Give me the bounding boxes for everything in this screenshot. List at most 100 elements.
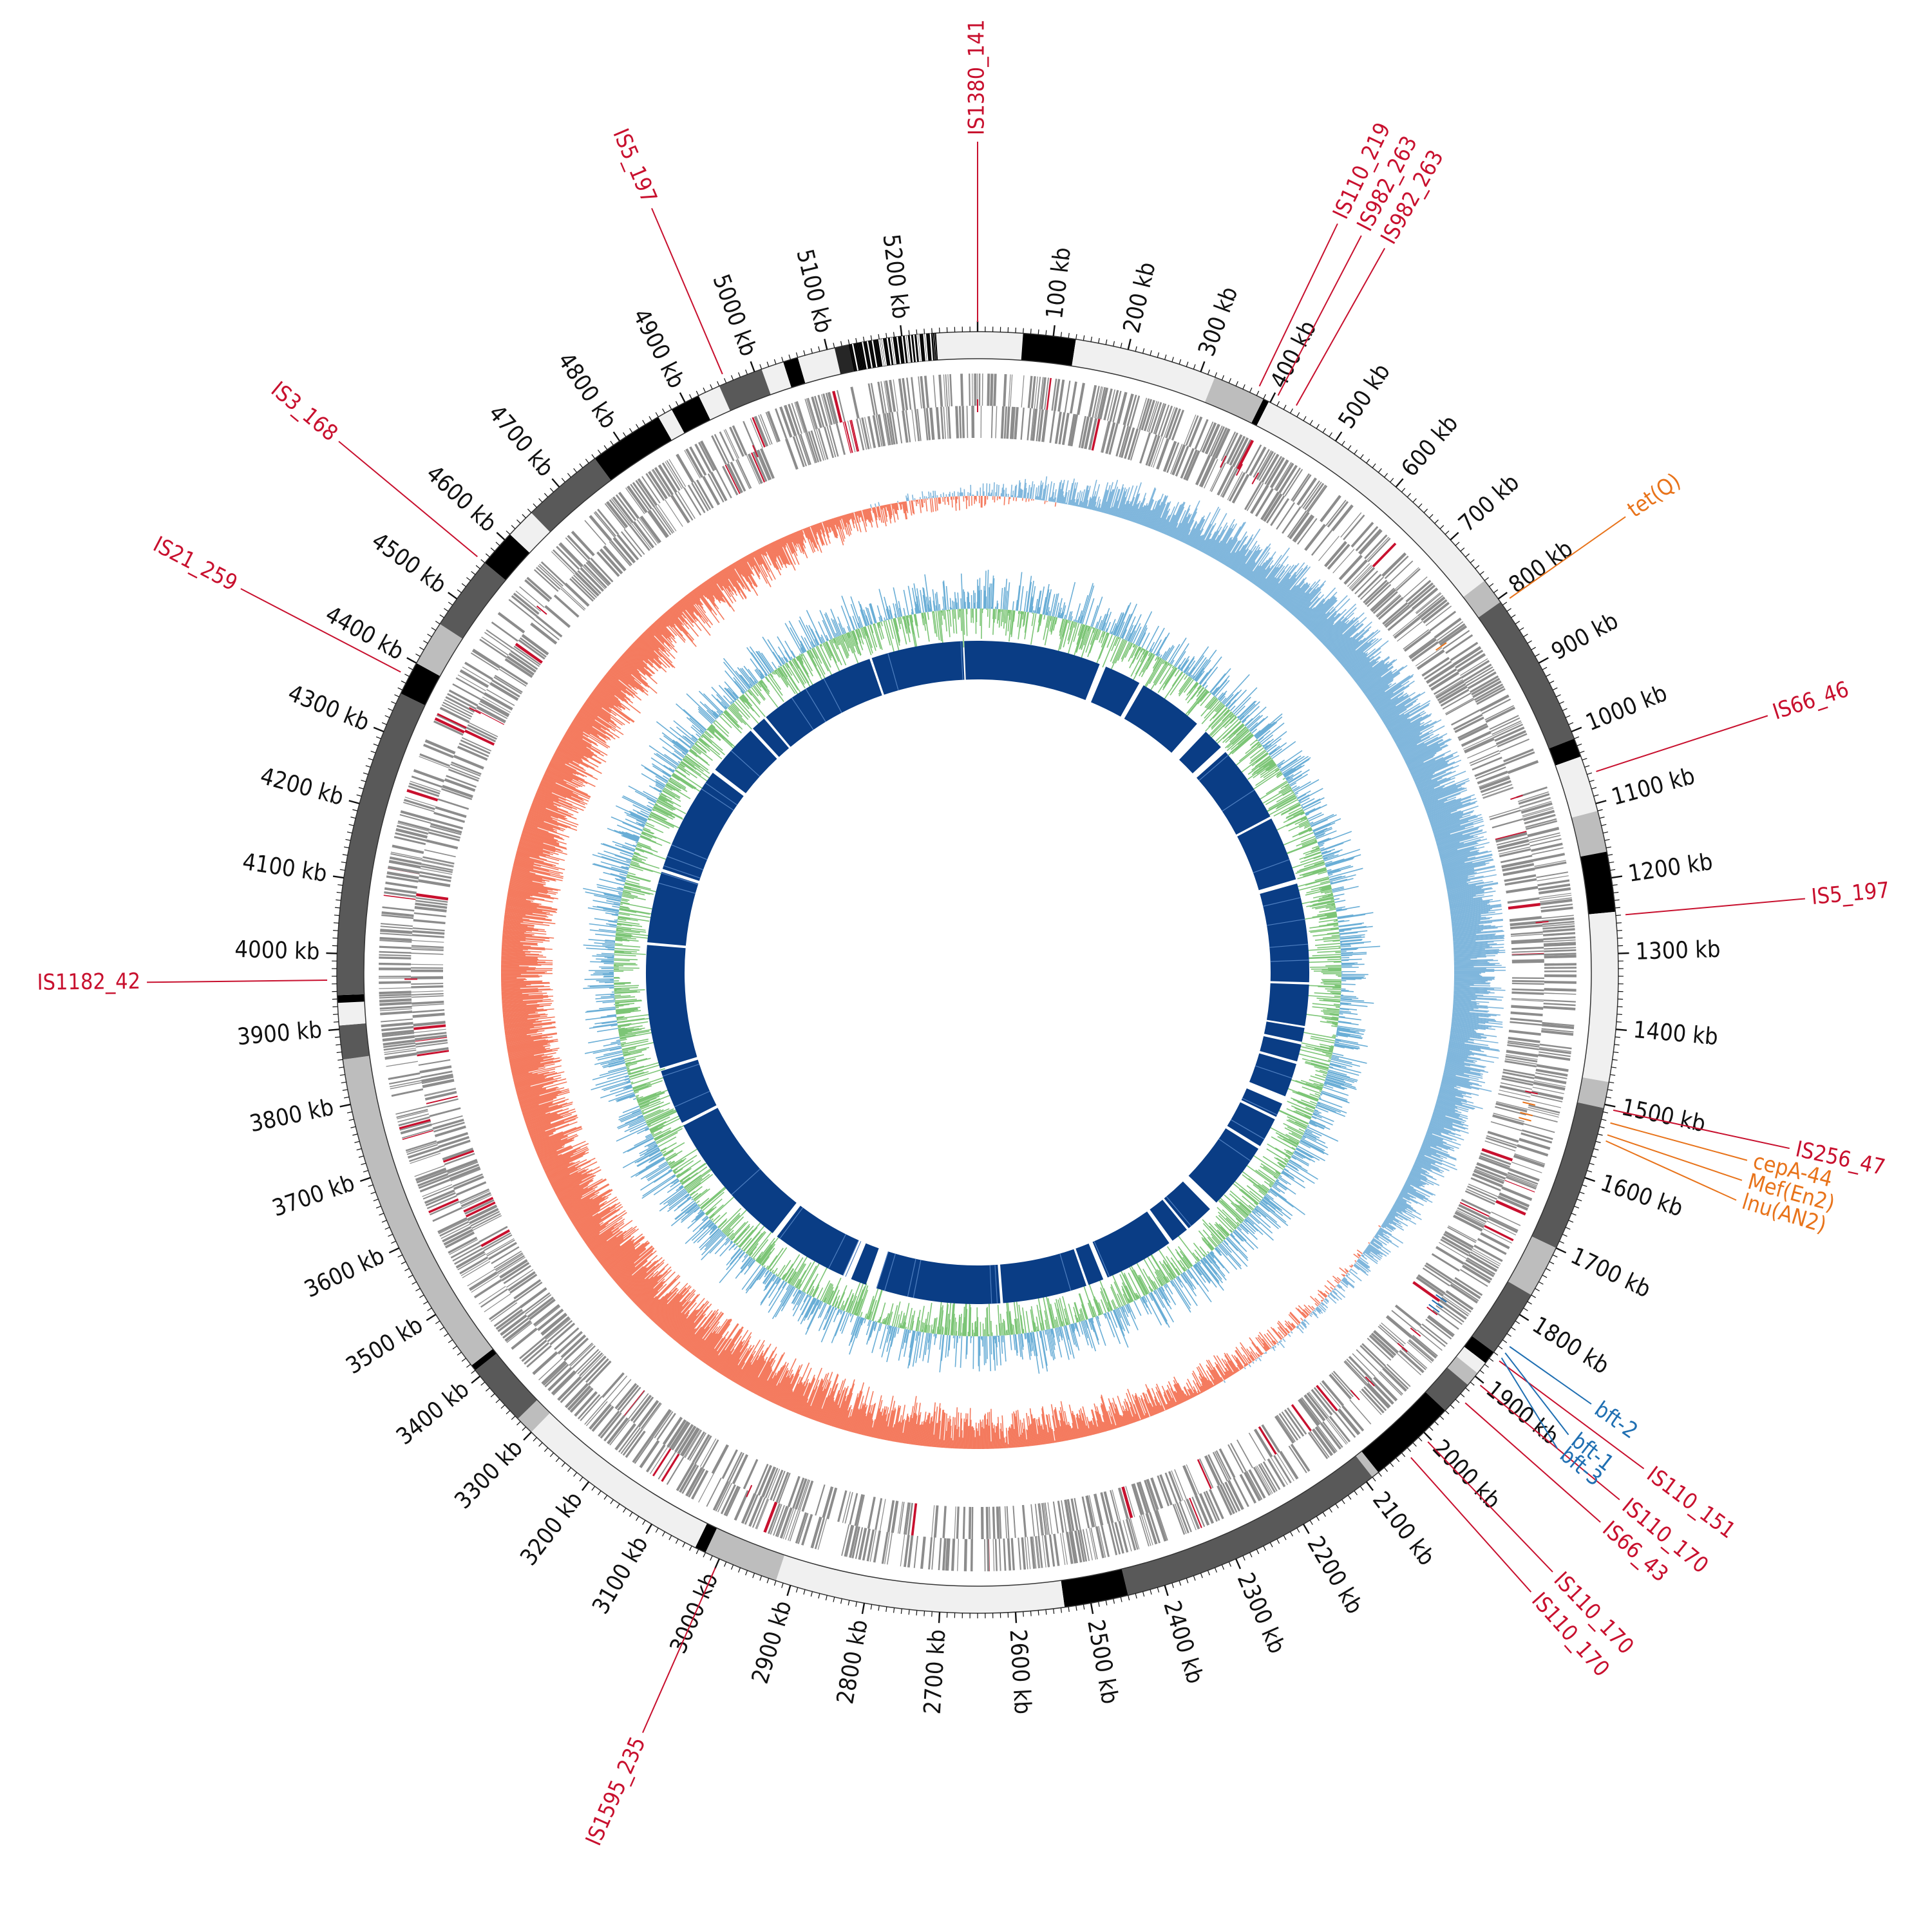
gc-content-bar: [1122, 629, 1128, 639]
gc-content-bar: [1152, 657, 1160, 669]
gc-content-bar: [904, 1322, 907, 1329]
gc-content-bar: [665, 784, 676, 791]
gc-skew-bar: [1454, 956, 1486, 959]
gc-skew-bar: [1213, 1355, 1229, 1379]
gc-content-bar: [963, 1317, 965, 1336]
gc-content-bar: [1276, 1157, 1287, 1165]
gc-content-bar: [1316, 1104, 1336, 1113]
gc-content-bar: [1186, 681, 1198, 696]
gc-skew-bar: [1115, 508, 1119, 516]
gc-content-bar: [1153, 1290, 1164, 1309]
gc-content-bar: [1175, 1268, 1181, 1275]
gc-content-bar: [860, 627, 865, 639]
gc-content-bar: [1260, 764, 1276, 776]
gc-content-bar: [1092, 627, 1095, 633]
gc-content-bar: [759, 669, 766, 678]
gc-content-bar: [1311, 884, 1331, 891]
gc-skew-bar: [1425, 1135, 1459, 1150]
gc-content-bar: [603, 871, 627, 879]
gc-content-bar: [673, 1170, 676, 1173]
gc-content-bar: [1291, 1156, 1297, 1160]
gc-content-bar: [1098, 620, 1103, 630]
gc-skew-bar: [1355, 1262, 1369, 1273]
gc-content-bar: [1239, 1201, 1252, 1213]
gc-content-bar: [855, 629, 864, 650]
gc-content-bar: [656, 1132, 678, 1144]
gc-content-bar: [1273, 802, 1300, 817]
gc-content-bar: [1183, 1255, 1193, 1267]
gc-skew-bar: [1084, 486, 1091, 509]
gc-content-bar: [1121, 603, 1137, 639]
gc-content-bar: [936, 1326, 939, 1334]
gc-skew-bar: [1342, 1278, 1354, 1289]
gc-skew-bar: [1393, 1204, 1406, 1213]
gc-skew-bar: [1302, 1311, 1307, 1318]
gc-content-bar: [1218, 693, 1226, 701]
gc-skew-bar: [1301, 598, 1325, 623]
gc-content-bar: [1263, 1197, 1280, 1210]
gc-content-bar: [641, 773, 665, 788]
gc-content-bar: [1235, 1218, 1242, 1224]
gc-content-bar: [1274, 1157, 1287, 1166]
gc-skew-bar: [1173, 1384, 1183, 1403]
gc-content-bar: [1148, 641, 1155, 652]
gc-content-bar: [766, 1265, 769, 1269]
gc-content-bar: [608, 920, 618, 923]
gc-skew-bar: [1240, 550, 1257, 576]
gc-content-bar: [1323, 1012, 1340, 1015]
gc-content-bar: [1283, 1168, 1305, 1183]
gc-content-bar: [866, 1296, 875, 1320]
gc-content-bar: [730, 704, 743, 717]
gc-skew-bar: [1440, 851, 1470, 860]
gc-skew-bar: [1102, 1421, 1106, 1432]
gc-content-bar: [641, 831, 671, 844]
gc-content-bar: [1303, 801, 1321, 811]
gc-skew-bar: [1166, 1403, 1170, 1409]
gc-content-bar: [782, 1254, 800, 1281]
gc-skew-bar: [1250, 562, 1265, 583]
gc-content-bar: [1163, 1284, 1177, 1305]
gc-content-bar: [873, 1321, 877, 1330]
gc-content-bar: [1087, 626, 1090, 631]
gc-content-bar: [769, 673, 782, 690]
gc-content-bar: [1334, 1044, 1354, 1050]
gc-content-bar: [1262, 1155, 1284, 1170]
gc-content-bar: [738, 1251, 745, 1259]
gc-skew-bar: [1303, 603, 1324, 625]
gc-skew-bar: [1137, 506, 1144, 524]
gc-content-bar: [797, 1283, 802, 1289]
gc-content-bar: [869, 603, 876, 624]
gc-skew-bar: [1450, 1036, 1474, 1041]
gc-content-bar: [1234, 1229, 1255, 1250]
gc-content-bar: [1334, 1043, 1360, 1050]
gc-skew-bar: [1353, 661, 1377, 680]
gc-content-bar: [1340, 1003, 1349, 1005]
gc-content-bar: [1081, 1280, 1095, 1318]
gc-skew-bar: [1038, 480, 1042, 500]
gc-skew-bar: [1024, 482, 1027, 498]
gc-content-bar: [716, 710, 721, 715]
gc-content-bar: [684, 735, 695, 745]
gc-content-bar: [1315, 1070, 1327, 1075]
gc-skew-bar: [1117, 491, 1126, 517]
gc-skew-bar: [1167, 1389, 1176, 1406]
gc-content-bar: [697, 1204, 700, 1206]
gc-content-bar: [1271, 741, 1296, 759]
gc-content-bar: [806, 625, 817, 647]
gc-content-bar: [1283, 759, 1310, 777]
gc-content-bar: [811, 629, 820, 645]
gc-content-bar: [1256, 761, 1274, 775]
gc-content-bar: [681, 1172, 698, 1185]
gc-content-bar: [674, 770, 703, 790]
gc-content-bar: [701, 734, 725, 755]
gc-content-bar: [1335, 1007, 1340, 1009]
gc-content-bar: [1309, 1093, 1320, 1098]
gc-skew-bar: [1434, 1108, 1468, 1119]
gc-skew-bar: [1432, 1113, 1462, 1124]
gc-skew-bar: [1454, 955, 1495, 958]
gc-skew-bar: [1262, 1352, 1264, 1354]
gc-content-bar: [1135, 611, 1153, 645]
gc-content-bar: [721, 710, 724, 713]
gc-skew-bar: [1450, 902, 1490, 909]
gc-content-bar: [1209, 705, 1225, 721]
